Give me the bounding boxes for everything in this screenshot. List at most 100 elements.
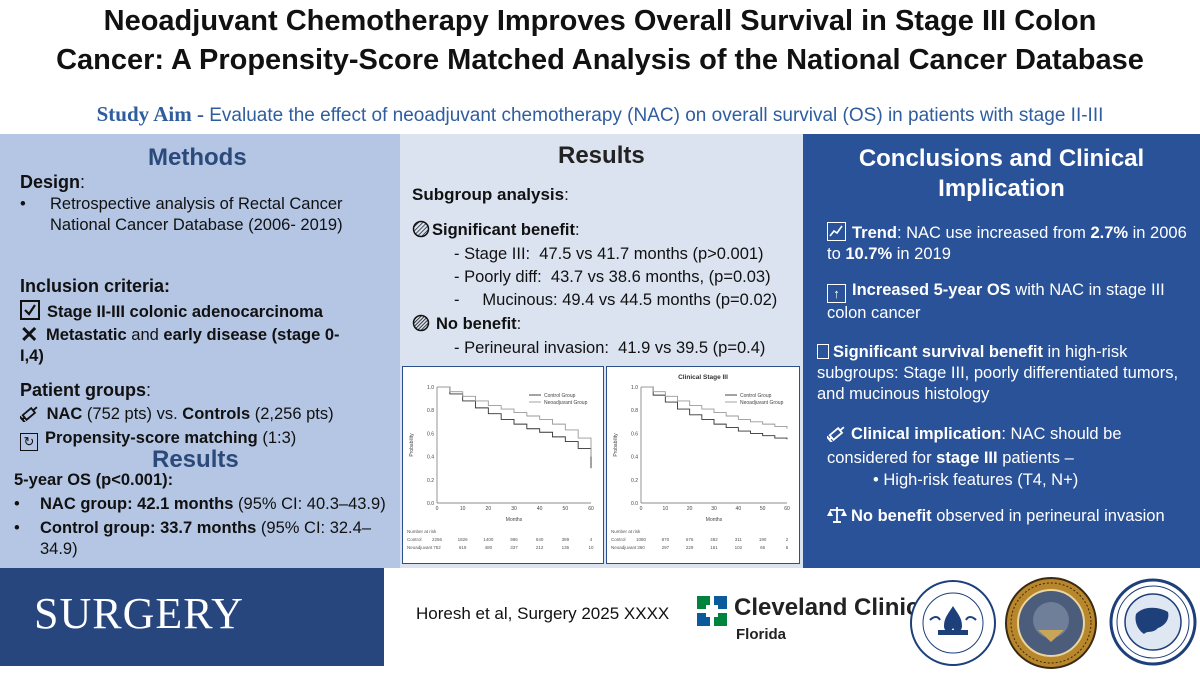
sig-item-poorly: - Poorly diff: 43.7 vs 38.6 months, (p=0… bbox=[454, 268, 771, 286]
conclusion-trend: Trend: NAC use increased from 2.7% in 20… bbox=[827, 222, 1187, 265]
nac-group-label: NAC group bbox=[40, 495, 128, 513]
conclusions-heading: Conclusions and Clinical Implication bbox=[803, 144, 1200, 204]
nac-curve bbox=[641, 386, 788, 429]
risk-row-value: 161 bbox=[710, 545, 718, 550]
nobenefit-colon: : bbox=[516, 315, 522, 333]
design-bullet-dot: • bbox=[20, 195, 26, 213]
results-panel: Results Subgroup analysis: Significant b… bbox=[400, 134, 803, 568]
legend-label-nac: Neoadjuvant Group bbox=[740, 400, 784, 406]
clinic-location: Florida bbox=[736, 626, 787, 643]
x-tick-label: 0 bbox=[436, 506, 439, 512]
y-tick-label: 0.0 bbox=[427, 501, 434, 507]
nobenefit-label: No benefit bbox=[436, 315, 517, 333]
risk-row-value: 66 bbox=[760, 545, 766, 550]
risk-row-value: 870 bbox=[662, 537, 670, 542]
risk-row-value: 190 bbox=[759, 537, 767, 542]
risk-table-title: Number at risk bbox=[407, 529, 437, 534]
mid-results-heading: Results bbox=[558, 142, 645, 169]
central-surgical-association-seal bbox=[1004, 576, 1098, 670]
legend-label-control: Control Group bbox=[544, 393, 576, 399]
cross-icon: ✕ bbox=[20, 322, 39, 347]
trend-value-2019: 10.7% bbox=[845, 245, 893, 263]
psm-ratio: (1:3) bbox=[257, 429, 297, 447]
km-plot-overall-svg: 1.0 0.8 0.6 0.4 0.2 0.00 10 20 30 40 50 60 Probabili… bbox=[407, 385, 594, 550]
risk-row-value: 1826 bbox=[458, 537, 469, 542]
design-colon: : bbox=[80, 172, 86, 192]
trend-text1: : NAC use increased from bbox=[896, 224, 1091, 242]
y-tick-label: 0.2 bbox=[631, 478, 638, 484]
subgroup-colon: : bbox=[564, 185, 569, 204]
exclude-item: ✕ Metastatic and early disease (stage 0-I… bbox=[20, 324, 360, 367]
conclusions-heading-line2: Implication bbox=[938, 175, 1065, 202]
risk-row-value: 1400 bbox=[483, 537, 494, 542]
risk-row-value: 2 bbox=[786, 537, 789, 542]
conclusion-implication: Clinical implication: NAC should be cons… bbox=[826, 424, 1187, 469]
km-plot-overall: 1.0 0.8 0.6 0.4 0.2 0.0 0 10 20 30 40 50 60 Probabili… bbox=[402, 366, 604, 564]
subgroup-label: Subgroup analysis: bbox=[412, 184, 569, 205]
design-bullet: Retrospective analysis of Rectal Cancer … bbox=[50, 195, 343, 234]
x-axis-label: Months bbox=[506, 517, 523, 523]
risk-row-value: 4 bbox=[590, 537, 593, 542]
y-tick-label: 0.8 bbox=[631, 408, 638, 414]
nac-pts: (752 pts) vs. bbox=[82, 405, 183, 423]
risk-row-value: 337 bbox=[510, 545, 518, 550]
y-tick-label: 0.4 bbox=[427, 455, 434, 461]
hatched-circle-icon bbox=[412, 220, 430, 244]
conclusion-os: ↑ Increased 5-year OS with NAC in stage I… bbox=[827, 280, 1187, 324]
exclude-early: early disease bbox=[163, 326, 268, 344]
y-tick-label: 0.2 bbox=[427, 478, 434, 484]
control-curve bbox=[641, 386, 788, 440]
journal-name: SURGERY bbox=[34, 589, 244, 638]
nobenefit-header: No benefit: bbox=[412, 314, 521, 338]
control-group-ci: (95% CI: 32.4–34.9) bbox=[40, 519, 371, 558]
journal-banner: SURGERY bbox=[0, 568, 384, 666]
title-line-2: Cancer: A Propensity-Score Matched Analy… bbox=[56, 44, 1144, 76]
society-university-surgeons-seal bbox=[908, 578, 998, 668]
risk-row-value: 311 bbox=[735, 537, 743, 542]
x-tick-label: 20 bbox=[486, 506, 492, 512]
sig-item-mucinous: - Mucinous: 49.4 vs 44.5 months (p=0.02) bbox=[454, 291, 778, 309]
nobenefit-item: - Perineural invasion: 41.9 vs 39.5 (p=0… bbox=[454, 339, 766, 357]
risk-row-value: 640 bbox=[536, 537, 544, 542]
endocrine-surgeons-seal bbox=[1108, 576, 1198, 668]
design-label-text: Design bbox=[20, 172, 81, 192]
syringe-icon bbox=[19, 404, 42, 428]
subgroup-label-text: Subgroup analysis bbox=[412, 185, 565, 204]
methods-panel: Methods Design: • Retrospective analysis… bbox=[0, 134, 400, 568]
risk-row-value: 986 bbox=[510, 537, 518, 542]
checkbox-checked-icon bbox=[20, 300, 40, 320]
risk-row-value: 619 bbox=[459, 545, 467, 550]
y-axis-label: Probability bbox=[613, 433, 619, 457]
sig-colon: : bbox=[575, 221, 580, 239]
risk-row-value: 6 bbox=[786, 545, 789, 550]
title-line-1: Neoadjuvant Chemotherapy Improves Overal… bbox=[103, 5, 1097, 37]
nac-group-result: NAC group: 42.1 months (95% CI: 40.3–43.… bbox=[40, 494, 390, 515]
control-group-value: : 33.7 months bbox=[149, 519, 257, 537]
groups-colon: : bbox=[146, 380, 152, 400]
study-aim-text: Evaluate the effect of neoadjuvant chemo… bbox=[209, 105, 1104, 126]
psm-item: ↻ Propensity-score matching (1:3) bbox=[20, 428, 296, 451]
hatched-circle-icon bbox=[412, 314, 430, 338]
os-label: 5-year OS (p<0.001): bbox=[14, 471, 174, 489]
psm-label: Propensity-score matching bbox=[45, 429, 258, 447]
exclude-stage: (stage 0-I,4) bbox=[20, 326, 340, 365]
conclusion-significant: Significant survival benefit in high-ris… bbox=[817, 342, 1187, 405]
sig-text: in high-risk subgroups: Stage III, poorl… bbox=[817, 343, 1179, 403]
refresh-icon: ↻ bbox=[20, 433, 38, 451]
sig-label: Significant benefit bbox=[432, 221, 576, 239]
controls-pts: (2,256 pts) bbox=[250, 405, 334, 423]
nac-group-ci: (95% CI: 40.3–43.9) bbox=[233, 495, 386, 513]
missing-glyph-icon bbox=[817, 344, 829, 359]
nobenefit-text: observed in perineural invasion bbox=[931, 507, 1165, 525]
x-tick-label: 20 bbox=[687, 506, 693, 512]
risk-row-label: Neoadjuvant bbox=[407, 545, 433, 550]
study-aim: Study Aim - Evaluate the effect of neoad… bbox=[0, 102, 1200, 127]
include-item-text: Stage II-III colonic adenocarcinoma bbox=[47, 303, 323, 321]
study-aim-label: Study Aim - bbox=[96, 102, 204, 126]
x-tick-label: 30 bbox=[711, 506, 717, 512]
x-tick-label: 50 bbox=[760, 506, 766, 512]
trend-text2: in 2006 to bbox=[827, 224, 1187, 263]
design-label: Design: bbox=[20, 172, 85, 193]
risk-row-value: 297 bbox=[662, 545, 670, 550]
